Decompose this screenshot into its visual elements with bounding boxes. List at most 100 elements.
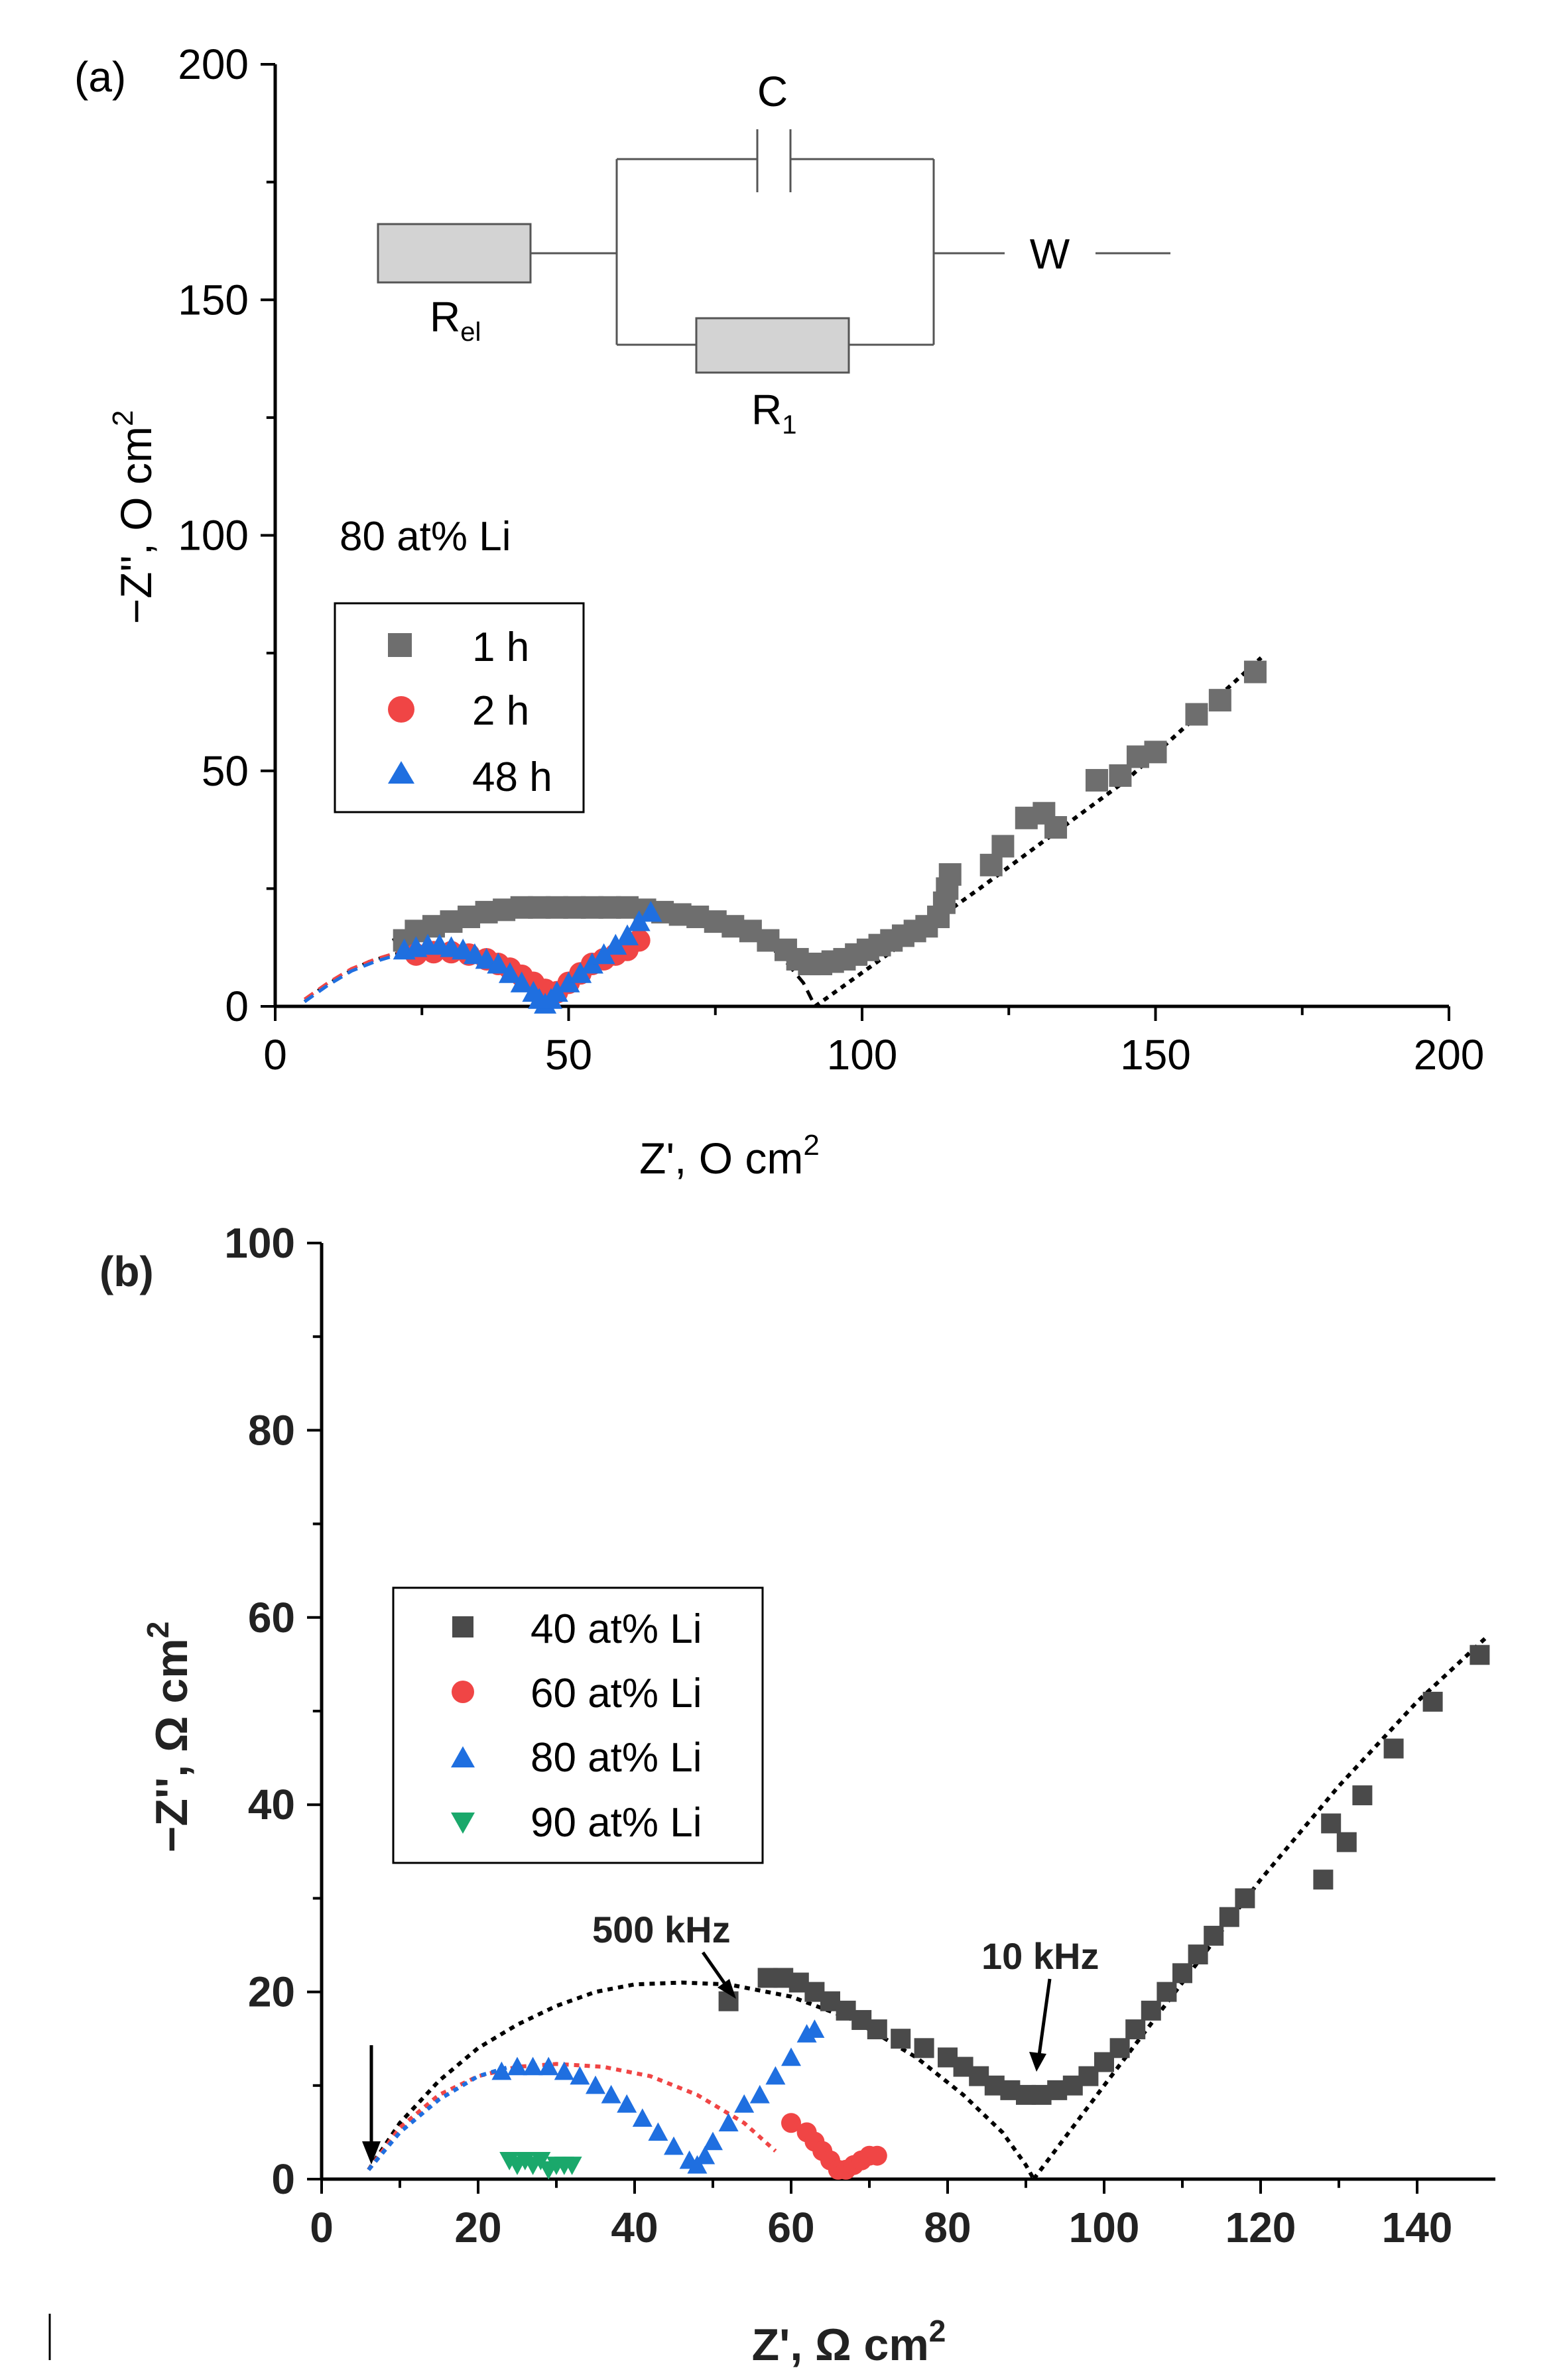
resistor-el-label: Rel xyxy=(430,293,481,347)
legend-marker-60 xyxy=(452,1681,474,1703)
panel-b-point-90-at-li xyxy=(531,2152,551,2171)
panel-b-point-40-at-li xyxy=(1313,1870,1334,1890)
panel-b-point-80-at-li xyxy=(570,2066,590,2085)
panel-b-point-40-at-li xyxy=(867,2019,887,2040)
panel-a-point-48-h xyxy=(569,962,592,983)
panel-b-y-axis-title: −Z'', Ω cm2 xyxy=(141,1622,197,1853)
panel-b-point-40-at-li xyxy=(1109,2038,1130,2058)
capacitor-label: C xyxy=(757,68,788,115)
panel-b-point-40-at-li xyxy=(718,1991,739,2011)
panel-a-chart: (a) 0 50 100 150 200 0 50 100 150 200 C W Rel R 1 … xyxy=(74,40,1484,1183)
panel-b-fit-curve-1 xyxy=(367,2062,777,2171)
panel-b-label: (b) xyxy=(99,1248,154,1295)
panel-a-point-48-h xyxy=(580,953,603,974)
panel-a-x-axis-title: Z', O cm2 xyxy=(639,1129,820,1183)
panel-b-y-tick-label: 60 xyxy=(248,1594,295,1641)
panel-b-point-80-at-li xyxy=(687,2155,708,2174)
arrowhead-10khz xyxy=(1029,2052,1046,2072)
resistor-1 xyxy=(695,317,850,374)
panel-a-point-1-h xyxy=(938,863,962,886)
panel-a-point-48-h xyxy=(557,971,580,992)
panel-a-x-tick-label: 150 xyxy=(1120,1031,1191,1079)
panel-a-point-48-h xyxy=(452,938,475,960)
legend-label-40: 40 at% Li xyxy=(531,1606,702,1652)
panel-a-point-1-h xyxy=(1044,816,1068,839)
panel-a-y-tick-label: 0 xyxy=(225,982,249,1030)
panel-b-point-80-at-li xyxy=(734,2094,755,2113)
panel-a-y-axis-title: −Z'', O cm2 xyxy=(107,410,160,625)
panel-b-point-40-at-li xyxy=(1219,1907,1239,1927)
panel-b-fit-curve-2 xyxy=(367,2064,511,2171)
panel-b-point-80-at-li xyxy=(804,2019,825,2038)
panel-a-point-1-h xyxy=(1144,741,1167,764)
panel-b-y-tick-label: 0 xyxy=(271,2155,295,2203)
panel-b-point-80-at-li xyxy=(523,2056,543,2076)
panel-b-point-80-at-li xyxy=(664,2136,684,2155)
panel-b-data-points xyxy=(491,1645,1490,2180)
panel-b-point-80-at-li xyxy=(796,2024,817,2043)
panel-a-label: (a) xyxy=(74,53,126,101)
panel-b-point-90-at-li xyxy=(499,2152,520,2171)
arrow-10khz xyxy=(1037,1978,1052,2056)
panel-b-point-40-at-li xyxy=(914,2038,934,2058)
legend-label-48h: 48 h xyxy=(472,754,552,800)
panel-a-x-axis-title-text: Z', O cm xyxy=(639,1134,803,1183)
composition-annotation: 80 at% Li xyxy=(340,514,511,560)
panel-a-data-points xyxy=(393,660,1267,1014)
resistor-el xyxy=(377,223,532,284)
panel-a-point-1-h xyxy=(1185,703,1208,726)
panel-b-point-40-at-li xyxy=(1235,1888,1255,1909)
panel-a-point-48-h xyxy=(604,933,627,955)
panel-b-point-40-at-li xyxy=(1141,2000,1161,2021)
panel-b-point-40-at-li xyxy=(1321,1813,1342,1834)
panel-b-axes: 0 20 40 60 80 100 120 140 0 20 40 60 80 100 xyxy=(224,1219,1495,2251)
panel-a-point-48-h xyxy=(510,971,533,992)
panel-b-x-axis-title-text: Z', Ω cm xyxy=(752,2320,929,2370)
legend-label-90: 90 at% Li xyxy=(531,1800,702,1846)
panel-b-point-40-at-li xyxy=(1157,1982,1177,2002)
panel-b-fit-curve-3 xyxy=(1032,1634,1489,2180)
panel-a-y-axis-title-sup: 2 xyxy=(107,410,139,426)
panel-b-point-40-at-li xyxy=(1204,1925,1224,1946)
panel-b-x-tick-label: 60 xyxy=(767,2204,814,2251)
panel-a-y-tick-label: 50 xyxy=(202,747,249,795)
panel-b-point-80-at-li xyxy=(601,2084,621,2104)
panel-b-point-80-at-li xyxy=(617,2094,637,2113)
resistor-1-label: R1 xyxy=(751,386,796,440)
legend-marker-1h xyxy=(388,633,412,657)
panel-a-y-tick-label: 200 xyxy=(178,40,249,88)
panel-b-point-80-at-li xyxy=(632,2108,653,2127)
panel-a-point-1-h xyxy=(1208,689,1231,712)
resistor-el-letter: R xyxy=(430,293,460,341)
panel-b-point-40-at-li xyxy=(1352,1785,1373,1806)
panel-b-point-80-at-li xyxy=(648,2122,668,2141)
panel-b-point-80-at-li xyxy=(586,2075,605,2094)
panel-b-y-axis-title-sup: 2 xyxy=(141,1622,175,1639)
panel-a-axes: 0 50 100 150 200 0 50 100 150 200 xyxy=(178,40,1484,1079)
panel-b-point-40-at-li xyxy=(1188,1944,1208,1965)
panel-a-point-2-h xyxy=(627,929,651,952)
panel-b-x-tick-label: 20 xyxy=(454,2204,501,2251)
panel-a-x-axis-title-sup: 2 xyxy=(803,1129,819,1161)
panel-a-point-1-h xyxy=(1086,768,1108,792)
arrowhead-high-frequency xyxy=(362,2141,381,2165)
panel-b-x-axis-title: Z', Ω cm2 xyxy=(752,2314,946,2370)
panel-a-point-48-h xyxy=(616,924,639,945)
annotation-500khz: 500 kHz xyxy=(592,1909,731,1950)
panel-a-point-48-h xyxy=(639,900,662,922)
panel-b-y-tick-label: 80 xyxy=(248,1406,295,1454)
panel-a-point-48-h xyxy=(627,910,651,931)
panel-a-point-48-h xyxy=(487,953,510,974)
panel-b-y-axis-title-text: −Z'', Ω cm xyxy=(147,1638,197,1852)
arrowhead-500khz xyxy=(718,1979,736,1999)
panel-b-x-tick-label: 80 xyxy=(924,2204,971,2251)
panel-a-y-axis-title-text: −Z'', O cm xyxy=(111,426,160,624)
panel-b-legend: 40 at% Li 60 at% Li 80 at% Li 90 at% Li xyxy=(392,1586,764,1864)
panel-b-point-80-at-li xyxy=(703,2131,723,2151)
panel-b-y-tick-label: 100 xyxy=(224,1219,295,1267)
legend-marker-40 xyxy=(452,1616,473,1637)
panel-b-point-80-at-li xyxy=(749,2084,770,2104)
panel-a-y-tick-label: 150 xyxy=(178,276,249,324)
panel-b-point-40-at-li xyxy=(1172,1963,1192,1984)
